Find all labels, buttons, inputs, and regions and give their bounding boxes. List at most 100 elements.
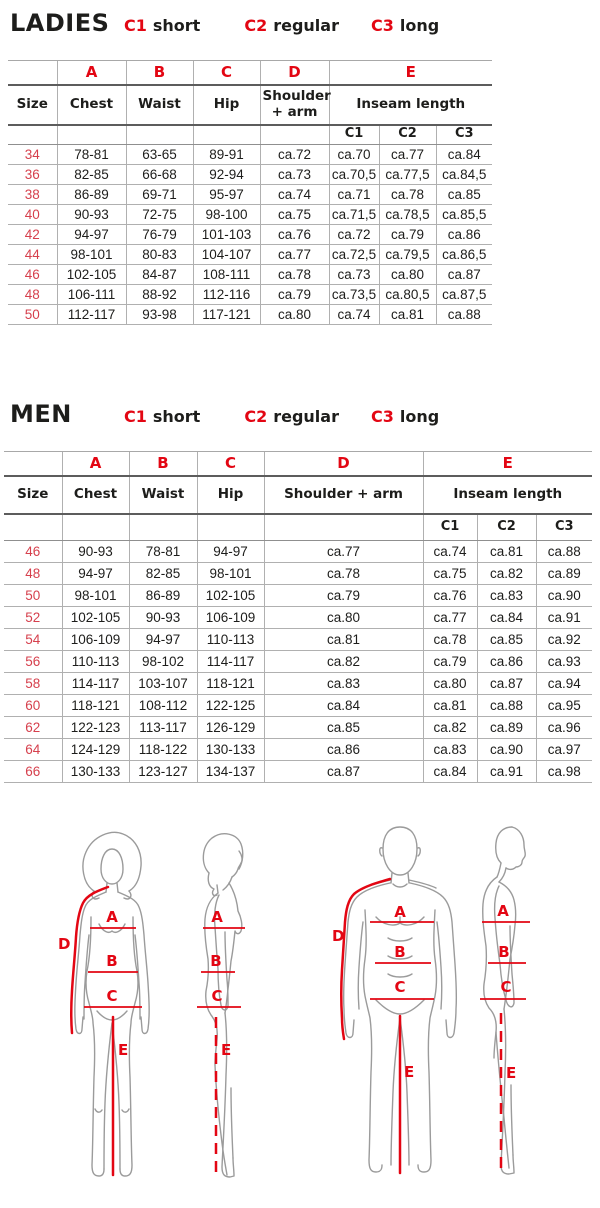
- value-cell: ca.79: [259, 284, 329, 305]
- value-cell: ca.78: [422, 628, 477, 651]
- value-cell: ca.73,5: [328, 284, 379, 305]
- value-cell: 117-121: [192, 304, 260, 325]
- value-cell: 126-129: [196, 716, 264, 739]
- value-cell: 118-122: [128, 738, 197, 761]
- legend-code: C3: [370, 16, 394, 35]
- value-cell: 103-107: [128, 672, 197, 695]
- value-cell: ca.96: [535, 716, 593, 739]
- value-cell: 113-117: [128, 716, 197, 739]
- men-legend: C1 short C2 regular C3 long: [124, 407, 439, 426]
- value-cell: 80-83: [125, 244, 193, 265]
- measure-label-c: C: [394, 978, 405, 996]
- ladies-size-table: A B C D E Size Chest Waist Hip Shoulder …: [8, 60, 493, 325]
- legend-label: regular: [273, 16, 339, 35]
- table-row: 46 90-93 78-81 94-97 ca.77 ca.74 ca.81 ca.88: [4, 540, 593, 563]
- value-cell: ca.83: [263, 672, 423, 695]
- value-cell: ca.87: [263, 760, 423, 783]
- value-cell: 66-68: [125, 164, 193, 185]
- size-cell: 46: [8, 264, 57, 285]
- measure-label-b: B: [498, 943, 509, 961]
- column-header-hip: Hip: [192, 84, 260, 126]
- measure-label-b: B: [210, 952, 221, 970]
- value-cell: 106-109: [196, 606, 264, 629]
- empty-cell: [128, 513, 197, 541]
- value-cell: ca.85: [476, 628, 536, 651]
- legend-code: C3: [370, 407, 394, 426]
- empty-cell: [4, 513, 62, 541]
- table-row: 46 102-105 84-87 108-111 ca.78 ca.73 ca.80 ca.8…: [8, 264, 493, 285]
- men-title-row: MEN C1 short C2 regular C3 long: [10, 399, 600, 429]
- letter-header-d: D: [259, 60, 329, 86]
- value-cell: 112-116: [192, 284, 260, 305]
- value-cell: 98-101: [196, 562, 264, 585]
- letter-header-b: B: [128, 451, 197, 477]
- table-row: 34 78-81 63-65 89-91 ca.72 ca.70 ca.77 ca.84: [8, 144, 493, 165]
- measure-label-a: A: [106, 908, 118, 926]
- measure-label-b: B: [106, 952, 117, 970]
- size-cell: 50: [4, 584, 62, 607]
- value-cell: ca.79: [422, 650, 477, 673]
- table-row: 56 110-113 98-102 114-117 ca.82 ca.79 ca.86 ca.…: [4, 650, 593, 673]
- value-cell: ca.84,5: [435, 164, 493, 185]
- value-cell: ca.81: [422, 694, 477, 717]
- sub-header-c3: C3: [435, 124, 493, 145]
- value-cell: ca.77: [378, 144, 436, 165]
- value-cell: ca.81: [263, 628, 423, 651]
- men-title: MEN: [10, 400, 72, 428]
- legend-item-c2: C2 regular: [244, 407, 339, 426]
- legend-label: short: [152, 407, 201, 426]
- column-header-waist: Waist: [128, 475, 197, 515]
- measure-label-e: E: [118, 1041, 128, 1059]
- men-size-table: A B C D E Size Chest Waist Hip Shoulder …: [4, 451, 593, 783]
- size-cell: 52: [4, 606, 62, 629]
- legend-item-c3: C3 long: [371, 16, 439, 35]
- value-cell: 114-117: [61, 672, 129, 695]
- value-cell: 82-85: [128, 562, 197, 585]
- value-cell: 114-117: [196, 650, 264, 673]
- value-cell: ca.86: [263, 738, 423, 761]
- value-cell: ca.73: [328, 264, 379, 285]
- value-cell: 112-117: [56, 304, 126, 325]
- size-cell: 66: [4, 760, 62, 783]
- value-cell: ca.78: [263, 562, 423, 585]
- measure-label-e: E: [404, 1063, 414, 1081]
- measure-label-d: D: [332, 927, 344, 945]
- empty-cell: [125, 124, 193, 145]
- ladies-legend: C1 short C2 regular C3 long: [124, 16, 439, 35]
- legend-code: C2: [244, 407, 268, 426]
- value-cell: ca.98: [535, 760, 593, 783]
- measure-label-a: A: [497, 902, 509, 920]
- size-cell: 48: [8, 284, 57, 305]
- value-cell: 123-127: [128, 760, 197, 783]
- value-cell: 84-87: [125, 264, 193, 285]
- value-cell: ca.74: [422, 540, 477, 563]
- value-cell: ca.73: [259, 164, 329, 185]
- letter-header-e: E: [422, 451, 593, 477]
- ladies-title-row: LADIES C1 short C2 regular C3 long: [10, 8, 600, 38]
- value-cell: ca.71: [328, 184, 379, 205]
- value-cell: 134-137: [196, 760, 264, 783]
- letter-header-row: A B C D E: [4, 451, 593, 477]
- table-row: 36 82-85 66-68 92-94 ca.73 ca.70,5 ca.77,5 ca.8…: [8, 164, 493, 185]
- legend-item-c3: C3 long: [371, 407, 439, 426]
- woman-side-figure: A B C E: [197, 833, 245, 1178]
- value-cell: 122-125: [196, 694, 264, 717]
- value-cell: 93-98: [125, 304, 193, 325]
- empty-cell: [192, 124, 260, 145]
- legend-item-c1: C1 short: [124, 407, 200, 426]
- size-cell: 64: [4, 738, 62, 761]
- letter-header-e: E: [328, 60, 493, 86]
- value-cell: ca.89: [535, 562, 593, 585]
- value-cell: ca.86,5: [435, 244, 493, 265]
- value-cell: ca.79: [263, 584, 423, 607]
- value-cell: ca.82: [476, 562, 536, 585]
- value-cell: 98-101: [61, 584, 129, 607]
- size-cell: 34: [8, 144, 57, 165]
- column-header-size: Size: [4, 475, 62, 515]
- value-cell: ca.80: [422, 672, 477, 695]
- measure-label-b: B: [394, 943, 405, 961]
- value-cell: ca.88: [435, 304, 493, 325]
- measure-label-a: A: [394, 903, 406, 921]
- table-row: 42 94-97 76-79 101-103 ca.76 ca.72 ca.79 ca.86: [8, 224, 493, 245]
- table-row: 66 130-133 123-127 134-137 ca.87 ca.84 ca.91 ca…: [4, 760, 593, 783]
